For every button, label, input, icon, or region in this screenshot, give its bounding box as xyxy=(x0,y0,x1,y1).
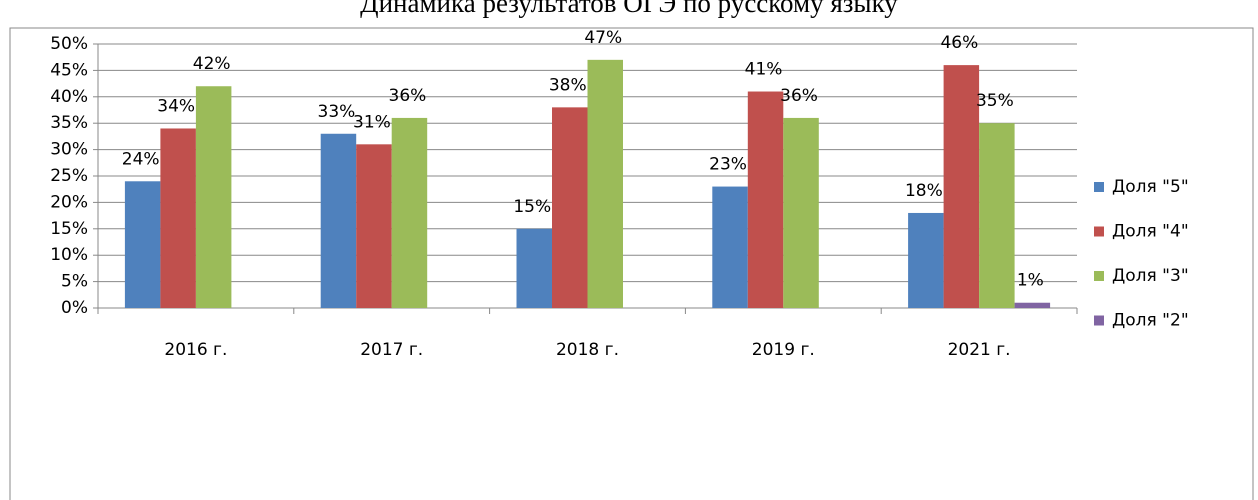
y-tick-label: 10% xyxy=(50,245,88,265)
legend-swatch xyxy=(1094,315,1104,326)
y-tick-label: 0% xyxy=(61,298,88,318)
y-tick-label: 5% xyxy=(61,272,88,292)
data-label: 31% xyxy=(353,112,391,132)
x-tick-label: 2018 г. xyxy=(556,340,619,360)
bar xyxy=(195,86,232,309)
data-label: 18% xyxy=(905,181,943,201)
bar xyxy=(552,107,588,308)
y-tick-label: 50% xyxy=(50,34,88,54)
bar xyxy=(516,228,552,308)
y-tick-label: 20% xyxy=(50,192,88,212)
data-label: 42% xyxy=(193,54,231,74)
bar xyxy=(1014,302,1051,308)
x-tick-label: 2021 г. xyxy=(948,340,1011,360)
data-label: 15% xyxy=(513,197,551,217)
data-label: 34% xyxy=(157,96,195,116)
data-label: 35% xyxy=(976,91,1014,111)
legend-swatch xyxy=(1094,226,1104,237)
chart-frame xyxy=(9,27,1254,500)
y-tick-label: 40% xyxy=(50,87,88,107)
y-tick-label: 35% xyxy=(50,113,88,133)
legend-label: Доля "5" xyxy=(1112,177,1189,197)
data-label: 36% xyxy=(389,86,427,106)
bar xyxy=(943,65,980,309)
legend-label: Доля "4" xyxy=(1112,222,1189,242)
data-label: 38% xyxy=(549,75,587,95)
data-label: 1% xyxy=(1017,271,1044,291)
legend-label: Доля "2" xyxy=(1112,311,1189,331)
data-label: 41% xyxy=(745,60,783,80)
bar xyxy=(160,128,196,308)
bar xyxy=(124,181,161,308)
bar xyxy=(908,212,944,308)
bar xyxy=(356,144,392,308)
data-label: 23% xyxy=(709,155,747,175)
x-tick-label: 2019 г. xyxy=(752,340,815,360)
data-label: 46% xyxy=(940,33,978,53)
data-label: 24% xyxy=(122,149,160,169)
bar xyxy=(783,117,819,308)
legend-swatch xyxy=(1094,271,1104,281)
y-tick-label: 15% xyxy=(50,219,88,239)
bar xyxy=(587,59,623,309)
y-tick-label: 25% xyxy=(50,166,88,186)
y-tick-label: 30% xyxy=(50,140,88,160)
y-tick-label: 45% xyxy=(50,60,88,80)
legend-label: Доля "3" xyxy=(1112,266,1189,286)
x-tick-label: 2017 г. xyxy=(360,340,423,360)
x-tick-label: 2016 г. xyxy=(164,340,227,360)
legend-swatch xyxy=(1094,182,1104,192)
bar xyxy=(979,123,1015,308)
data-label: 47% xyxy=(584,28,622,48)
data-label: 33% xyxy=(318,102,356,122)
bar xyxy=(712,186,748,308)
data-label: 36% xyxy=(780,86,818,106)
bar xyxy=(391,117,428,308)
chart-title: Динамика результатов ОГЭ по русскому язы… xyxy=(360,0,898,18)
bar xyxy=(747,91,784,309)
bar xyxy=(320,133,357,308)
